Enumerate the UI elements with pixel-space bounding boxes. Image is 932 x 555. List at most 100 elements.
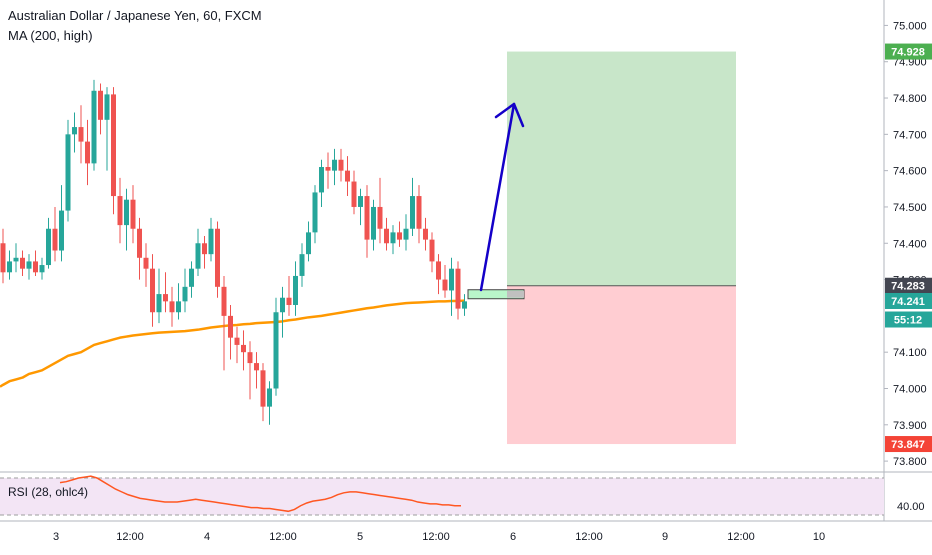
candle	[436, 254, 441, 295]
rsi-band	[0, 478, 884, 515]
candle	[442, 265, 448, 298]
candle	[306, 221, 311, 262]
ma-legend: MA (200, high)	[8, 28, 93, 43]
price-label-bg	[885, 43, 932, 60]
candle-body	[410, 196, 415, 229]
candle-body	[403, 228, 409, 240]
y-tick-label: 74.800	[893, 93, 927, 105]
candle-body	[182, 286, 188, 302]
price-label-text: 73.847	[891, 439, 925, 451]
candle	[280, 286, 285, 338]
candle-body	[299, 254, 305, 276]
candle-body	[104, 94, 110, 120]
candle-body	[98, 90, 103, 120]
candle	[254, 352, 259, 389]
candle	[247, 341, 253, 400]
candle	[377, 177, 383, 244]
candle	[130, 185, 136, 244]
profit-zone	[507, 51, 736, 286]
candle	[202, 236, 207, 269]
candle-body	[234, 337, 240, 345]
price-label-bg	[885, 436, 932, 453]
candle	[189, 261, 194, 298]
candle	[111, 87, 116, 215]
candle-body	[85, 141, 90, 164]
entry-box-fill	[507, 290, 524, 298]
candle-body	[228, 315, 233, 338]
candle-body	[208, 228, 214, 255]
candle-body	[46, 228, 51, 266]
candle	[345, 156, 350, 197]
candle	[7, 250, 12, 280]
candle-body	[338, 159, 344, 171]
rsi-tick-label: 40.00	[897, 501, 925, 513]
candle	[260, 363, 266, 422]
candle-body	[39, 265, 45, 273]
candle	[371, 199, 376, 251]
candle	[384, 217, 389, 251]
candle-body	[137, 228, 142, 258]
candle	[410, 177, 415, 236]
candle-body	[423, 228, 428, 240]
x-tick-label: 9	[662, 531, 668, 543]
candle-body	[325, 167, 331, 171]
candle	[150, 254, 155, 327]
candle	[137, 217, 142, 280]
candle	[163, 272, 168, 313]
x-tick-label: 12:00	[269, 531, 297, 543]
candle	[59, 185, 64, 262]
candle-body	[78, 127, 84, 142]
candle-body	[260, 370, 266, 407]
y-tick-label: 74.600	[893, 166, 927, 178]
candle-body	[241, 344, 246, 353]
price-label: 74.241	[885, 292, 932, 309]
candle	[33, 250, 38, 276]
candle-body	[215, 228, 220, 287]
candle-body	[371, 206, 376, 240]
candle-body	[286, 297, 292, 305]
candle-body	[293, 275, 298, 305]
candle-body	[462, 301, 467, 309]
x-tick-label: 12:00	[727, 531, 755, 543]
candle	[319, 159, 324, 207]
chart-title: Australian Dollar / Japanese Yen, 60, FX…	[8, 8, 262, 23]
loss-zone	[507, 285, 736, 445]
candle	[176, 283, 181, 320]
candle-body	[351, 181, 357, 207]
candle-body	[267, 388, 272, 407]
candle-body	[117, 196, 123, 226]
candle-body	[254, 363, 259, 371]
candle	[423, 217, 428, 251]
candle-body	[143, 257, 149, 269]
x-tick-label: 10	[813, 531, 825, 543]
candle-body	[59, 210, 64, 251]
candle	[267, 381, 272, 425]
candle	[455, 261, 461, 320]
candle-body	[312, 192, 318, 233]
candle	[156, 268, 162, 324]
candle	[78, 105, 84, 164]
candle-body	[377, 206, 383, 229]
candle	[52, 206, 58, 262]
candle	[98, 83, 103, 135]
candle-body	[169, 301, 175, 313]
candle	[338, 148, 344, 182]
candle	[26, 254, 32, 280]
rsi-line	[59, 475, 461, 513]
candle-body	[319, 167, 324, 193]
y-tick-label: 73.900	[893, 420, 927, 432]
candle-body	[332, 159, 337, 171]
candle	[143, 243, 149, 287]
candle-body	[189, 268, 194, 287]
candle	[72, 112, 77, 153]
candle-body	[176, 301, 181, 313]
candle-body	[416, 196, 422, 229]
candle-body	[358, 196, 363, 207]
candle-body	[436, 261, 441, 280]
y-tick-label: 74.400	[893, 238, 927, 250]
candle	[390, 225, 396, 255]
candle-body	[20, 257, 25, 269]
y-tick-label: 74.000	[893, 383, 927, 395]
